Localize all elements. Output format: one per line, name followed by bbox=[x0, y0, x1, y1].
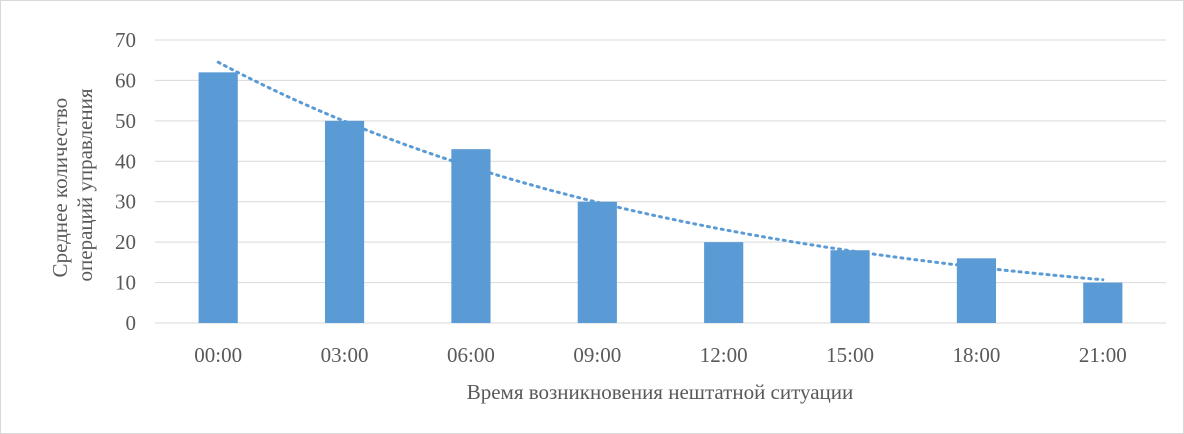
x-axis-title: Время возникновения нештатной ситуации bbox=[467, 380, 854, 404]
y-tick-label: 0 bbox=[126, 311, 137, 335]
x-tick-label: 21:00 bbox=[1079, 343, 1127, 367]
y-axis-title: Среднее количество операций управления bbox=[48, 88, 97, 281]
x-tick-label: 00:00 bbox=[194, 343, 242, 367]
x-tick-label: 15:00 bbox=[826, 343, 874, 367]
y-tick-label: 40 bbox=[115, 149, 136, 173]
y-tick-label: 70 bbox=[115, 28, 136, 52]
y-axis-title-line-1: Среднее количество bbox=[48, 98, 72, 278]
y-tick-label: 50 bbox=[115, 109, 136, 133]
y-tick-label: 20 bbox=[115, 230, 136, 254]
bar-2100 bbox=[1083, 282, 1123, 323]
x-tick-label: 18:00 bbox=[953, 343, 1001, 367]
bar-1200 bbox=[704, 242, 744, 323]
y-tick-label: 10 bbox=[115, 271, 136, 295]
y-axis-title-line-2: операций управления bbox=[73, 88, 97, 281]
x-tick-label: 06:00 bbox=[447, 343, 495, 367]
bar-0000 bbox=[198, 72, 238, 323]
bar-0600 bbox=[451, 149, 491, 323]
bar-0300 bbox=[324, 120, 365, 323]
bar-1500 bbox=[830, 250, 870, 323]
y-tick-label: 30 bbox=[115, 190, 136, 214]
x-tick-label: 03:00 bbox=[321, 343, 369, 367]
x-tick-label: 12:00 bbox=[700, 343, 748, 367]
trendline bbox=[216, 60, 1105, 282]
y-tick-label: 60 bbox=[115, 68, 136, 92]
x-axis-ticks: 00:00 03:00 06:00 09:00 12:00 15:00 18:00 21:00 bbox=[194, 343, 1126, 367]
bar-1800 bbox=[956, 258, 997, 323]
y-axis-ticks: 0 10 20 30 40 50 60 70 bbox=[115, 28, 136, 335]
bars bbox=[198, 72, 1123, 323]
bar-0900 bbox=[577, 201, 617, 323]
x-tick-label: 09:00 bbox=[573, 343, 621, 367]
gridlines bbox=[155, 39, 1166, 324]
